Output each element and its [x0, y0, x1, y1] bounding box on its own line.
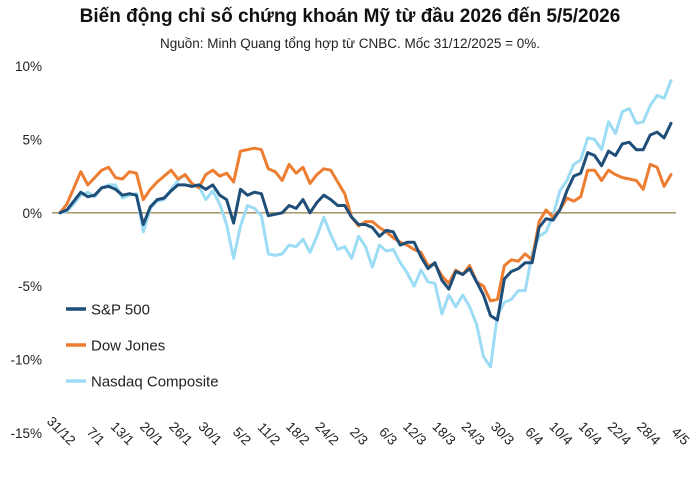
y-axis: 10% 5% 0% -5% -10% -15% — [10, 59, 42, 441]
chart-subtitle: Nguồn: Minh Quang tổng hợp từ CNBC. Mốc … — [160, 36, 540, 51]
legend-label: S&P 500 — [91, 302, 150, 319]
legend-label: Dow Jones — [91, 338, 165, 355]
x-tick-label: 5/2 — [230, 424, 254, 448]
x-tick-label: 31/12 — [44, 414, 79, 449]
x-tick-label: 6/3 — [376, 424, 400, 448]
x-tick-label: 13/1 — [108, 419, 137, 448]
series-line-dow-jones — [58, 146, 673, 303]
x-tick-label: 30/1 — [195, 419, 224, 448]
legend-box — [60, 292, 245, 396]
x-tick-label: 7/1 — [84, 424, 108, 448]
chart-title: Biến động chỉ số chứng khoán Mỹ từ đầu 2… — [79, 6, 621, 27]
legend: S&P 500 Dow Jones Nasdaq Composite — [60, 292, 245, 396]
x-tick-label: 10/4 — [546, 419, 576, 449]
x-tick-label: 12/3 — [400, 419, 429, 448]
x-tick-label: 4/5 — [669, 424, 693, 448]
y-tick-label: 5% — [22, 132, 42, 147]
x-tick-label: 24/2 — [312, 419, 341, 448]
series-line-s-p-500 — [58, 121, 673, 322]
legend-label: Nasdaq Composite — [91, 374, 219, 391]
x-tick-label: 2/3 — [347, 424, 371, 448]
x-tick-label: 22/4 — [605, 419, 635, 449]
y-tick-label: 10% — [15, 59, 42, 74]
x-axis: 31/12 7/1 13/1 20/1 26/1 30/1 5/2 11/2 18/2 24/2 2… — [44, 414, 693, 449]
x-tick-label: 24/3 — [459, 419, 488, 448]
x-tick-label: 11/2 — [255, 420, 283, 448]
x-tick-label: 28/4 — [634, 419, 664, 449]
y-tick-label: 0% — [22, 206, 42, 221]
y-tick-label: -10% — [10, 353, 42, 368]
y-tick-label: -5% — [18, 279, 42, 294]
x-tick-label: 6/4 — [522, 424, 546, 448]
y-tick-label: -15% — [10, 426, 42, 441]
x-tick-label: 18/2 — [283, 419, 312, 448]
x-tick-label: 18/3 — [429, 419, 458, 448]
x-tick-label: 30/3 — [488, 419, 517, 448]
x-tick-label: 26/1 — [166, 419, 195, 448]
x-tick-label: 20/1 — [137, 419, 166, 448]
x-tick-label: 16/4 — [576, 419, 606, 449]
series-lines — [58, 79, 673, 369]
